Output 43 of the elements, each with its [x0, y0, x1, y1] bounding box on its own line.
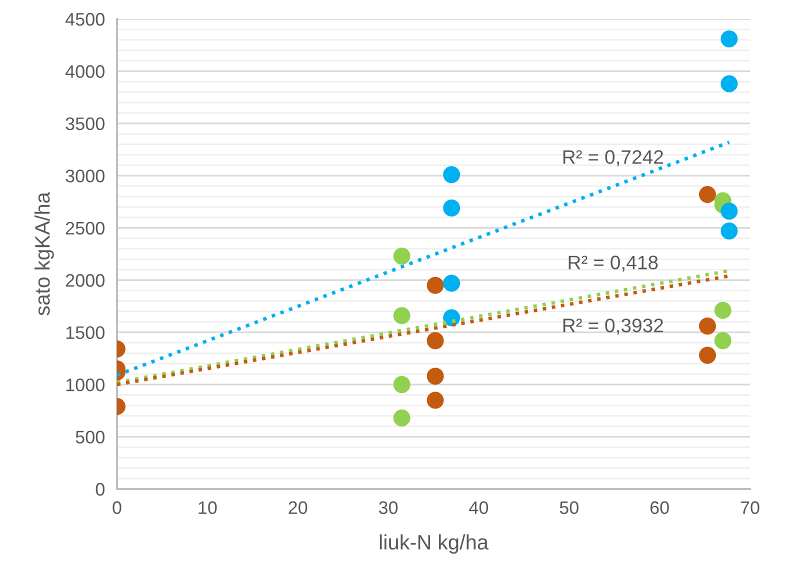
point [426, 392, 444, 409]
y-tick-label: 4500 [65, 12, 104, 26]
point [698, 186, 716, 203]
point [426, 332, 444, 350]
point [443, 166, 460, 184]
y-tick-label: 500 [76, 430, 104, 444]
point [443, 274, 460, 292]
point [426, 368, 444, 385]
y-tick-label: 3500 [66, 117, 104, 130]
point [393, 376, 410, 394]
point [393, 307, 410, 324]
point [720, 202, 738, 220]
x-tick-label: 40 [469, 501, 488, 514]
x-tick-label: 10 [198, 501, 217, 514]
y-tick-label: 2000 [66, 274, 104, 287]
point [720, 222, 738, 240]
y-axis-title: sato kgKA/ha [34, 192, 54, 316]
x-axis-title: liuk-N kg/ha [380, 534, 488, 554]
annotation: R² = 0,7242 [563, 150, 663, 166]
annotation: R² = 0,3932 [563, 318, 663, 335]
point [714, 302, 732, 319]
y-tick-label: 1000 [66, 378, 104, 392]
point [426, 276, 444, 294]
y-tick-label: 0 [96, 482, 104, 496]
y-tick-label: 4000 [65, 65, 104, 78]
x-tick-label: 50 [560, 501, 578, 514]
point [698, 346, 716, 364]
y-tick-label: 1500 [66, 326, 104, 340]
y-tick-label: 2500 [66, 222, 104, 235]
point [393, 248, 410, 265]
x-tick-label: 20 [288, 501, 308, 514]
point [698, 318, 716, 335]
y-tick-label: 3000 [66, 170, 104, 182]
x-tick-label: 70 [740, 501, 760, 514]
point [443, 200, 460, 217]
annotation: R² = 0,418 [568, 256, 658, 272]
point [720, 75, 738, 92]
x-tick-label: 0 [112, 501, 122, 514]
x-tick-label: 60 [650, 501, 669, 514]
x-tick-label: 30 [378, 501, 398, 514]
point [720, 30, 738, 48]
point [714, 332, 732, 350]
point [393, 409, 410, 426]
